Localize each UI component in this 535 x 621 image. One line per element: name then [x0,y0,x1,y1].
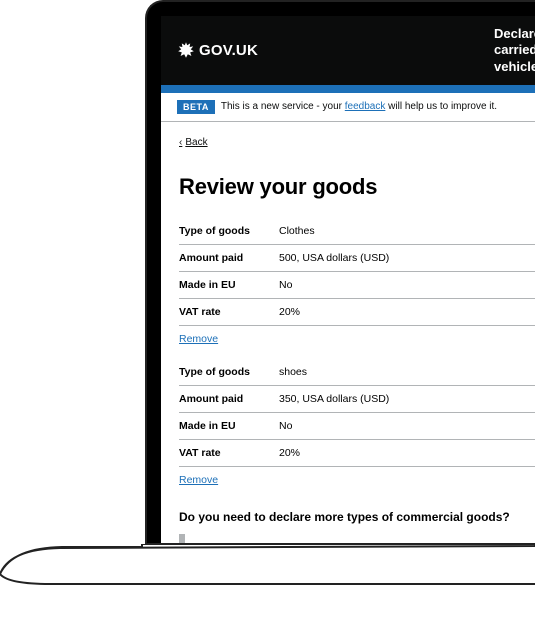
back-link[interactable]: Back [179,137,208,148]
page-title: Review your goods [179,174,535,200]
summary-value: 20% [279,306,535,318]
remove-link[interactable]: Remove [179,333,218,345]
service-name: Declare commercial goods carried baggage… [494,26,535,75]
laptop-base [0,544,535,584]
summary-key: Type of goods [179,366,279,378]
summary-key: Made in EU [179,279,279,291]
summary-value: 350, USA dollars (USD) [279,393,535,405]
summary-key: VAT rate [179,306,279,318]
summary-row: VAT rate20%Change [179,440,535,467]
summary-value: shoes [279,366,535,378]
summary-row: Type of goodsshoesChange [179,359,535,386]
screen: GOV.UK Declare commercial goods carried … [161,16,535,543]
govuk-logo[interactable]: GOV.UK [177,42,258,59]
main-content: Back Review your goods Type of goodsClot… [161,122,535,543]
laptop-frame: GOV.UK Declare commercial goods carried … [145,0,535,545]
remove-link[interactable]: Remove [179,474,218,486]
goods-summary: Type of goodsClothesChangeAmount paid500… [179,218,535,500]
summary-key: Amount paid [179,252,279,264]
phase-text: This is a new service - your feedback wi… [221,101,497,112]
crown-icon [177,42,195,58]
declare-more-question: Do you need to declare more types of com… [179,510,535,524]
summary-value: No [279,279,535,291]
summary-row: Amount paid500, USA dollars (USD)Change [179,245,535,272]
feedback-link[interactable]: feedback [345,101,386,112]
summary-key: VAT rate [179,447,279,459]
summary-key: Made in EU [179,420,279,432]
summary-list: Type of goodsshoesChangeAmount paid350, … [179,359,535,467]
summary-value: No [279,420,535,432]
phase-tag: BETA [177,100,215,114]
govuk-header: GOV.UK Declare commercial goods carried … [161,16,535,93]
summary-list: Type of goodsClothesChangeAmount paid500… [179,218,535,326]
summary-row: Amount paid350, USA dollars (USD)Change [179,386,535,413]
summary-row: Type of goodsClothesChange [179,218,535,245]
summary-row: Made in EUNoChange [179,413,535,440]
allowance-inset: You have £818.42 left of your £1,500 all… [179,534,535,543]
summary-value: 500, USA dollars (USD) [279,252,535,264]
govuk-logo-text: GOV.UK [199,42,258,59]
summary-value: Clothes [279,225,535,237]
summary-key: Amount paid [179,393,279,405]
summary-row: Made in EUNoChange [179,272,535,299]
summary-row: VAT rate20%Change [179,299,535,326]
summary-value: 20% [279,447,535,459]
summary-key: Type of goods [179,225,279,237]
allowance-remaining: £818.42 [241,542,279,543]
phase-banner: BETA This is a new service - your feedba… [161,93,535,122]
